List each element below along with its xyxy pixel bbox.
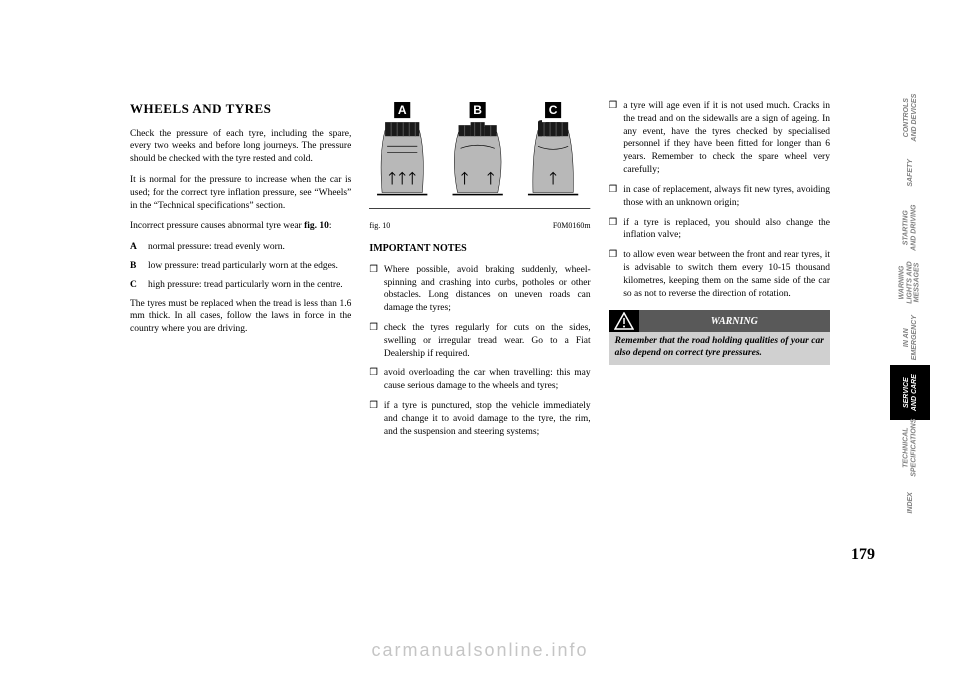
page-content: WHEELS AND TYRES Check the pressure of e… [130, 100, 830, 446]
tyre-diagram: A B C [369, 100, 590, 211]
text: to allow even wear between the front and… [623, 249, 830, 300]
tab-safety[interactable]: SAFETY [890, 145, 930, 200]
figure-caption: fig. 10 F0M0160m [369, 221, 590, 232]
bullet-item: ❒a tyre will age even if it is not used … [609, 100, 830, 177]
bullet-icon: ❒ [369, 400, 378, 438]
tab-controls[interactable]: CONTROLSAND DEVICES [890, 90, 930, 145]
figure-10: A B C [369, 100, 590, 215]
svg-text:C: C [549, 103, 558, 117]
bullet-item: ❒in case of replacement, always fit new … [609, 184, 830, 210]
column-3: ❒a tyre will age even if it is not used … [609, 100, 830, 446]
important-notes-heading: IMPORTANT NOTES [369, 242, 590, 256]
warning-header: WARNING [609, 310, 830, 332]
warning-body: Remember that the road holding qualities… [609, 332, 830, 365]
text: normal pressure: tread evenly worn. [148, 241, 285, 254]
bullet-icon: ❒ [609, 100, 618, 177]
label-b: B [130, 260, 142, 273]
warning-icon [609, 310, 639, 332]
bullet-icon: ❒ [369, 264, 378, 315]
bullet-icon: ❒ [369, 367, 378, 393]
text: high pressure: tread particularly worn i… [148, 279, 343, 292]
text: Where possible, avoid braking suddenly, … [384, 264, 591, 315]
svg-text:B: B [474, 103, 483, 117]
paragraph: It is normal for the pressure to increas… [130, 174, 351, 212]
bullet-icon: ❒ [609, 249, 618, 300]
text: a tyre will age even if it is not used m… [623, 100, 830, 177]
tab-emergency[interactable]: IN ANEMERGENCY [890, 310, 930, 365]
bullet-icon: ❒ [369, 322, 378, 360]
tab-technical[interactable]: TECHNICALSPECIFICATIONS [890, 420, 930, 475]
bullet-item: ❒to allow even wear between the front an… [609, 249, 830, 300]
list-item-c: C high pressure: tread particularly worn… [130, 279, 351, 292]
tab-index[interactable]: INDEX [890, 475, 930, 530]
text: if a tyre is replaced, you should also c… [623, 217, 830, 243]
bullet-icon: ❒ [609, 217, 618, 243]
sidebar-tabs: CONTROLSAND DEVICES SAFETY STARTINGAND D… [890, 90, 930, 530]
text: in case of replacement, always fit new t… [623, 184, 830, 210]
paragraph: Check the pressure of each tyre, includi… [130, 128, 351, 166]
page-number: 179 [851, 546, 875, 564]
warning-title: WARNING [639, 310, 830, 332]
bullet-item: ❒avoid overloading the car when travelli… [369, 367, 590, 393]
bullet-item: ❒if a tyre is punctured, stop the vehicl… [369, 400, 590, 438]
fig-number: fig. 10 [369, 221, 390, 232]
text: low pressure: tread particularly worn at… [148, 260, 338, 273]
column-1: WHEELS AND TYRES Check the pressure of e… [130, 100, 351, 446]
tab-warning-lights[interactable]: WARNINGLIGHTS ANDMESSAGES [890, 255, 930, 310]
svg-text:A: A [398, 103, 407, 117]
warning-box: WARNING Remember that the road holding q… [609, 310, 830, 365]
bullet-item: ❒Where possible, avoid braking suddenly,… [369, 264, 590, 315]
list-item-a: A normal pressure: tread evenly worn. [130, 241, 351, 254]
label-a: A [130, 241, 142, 254]
bullet-item: ❒check the tyres regularly for cuts on t… [369, 322, 590, 360]
bullet-item: ❒if a tyre is replaced, you should also … [609, 217, 830, 243]
tab-starting[interactable]: STARTINGAND DRIVING [890, 200, 930, 255]
text: Incorrect pressure causes abnormal tyre … [130, 221, 304, 231]
watermark: carmanualsonline.info [371, 640, 588, 661]
paragraph: Incorrect pressure causes abnormal tyre … [130, 220, 351, 233]
text: if a tyre is punctured, stop the vehicle… [384, 400, 591, 438]
text: check the tyres regularly for cuts on th… [384, 322, 591, 360]
paragraph: The tyres must be replaced when the trea… [130, 298, 351, 336]
column-2: A B C [369, 100, 590, 446]
fig-code: F0M0160m [553, 221, 591, 232]
label-c: C [130, 279, 142, 292]
section-heading: WHEELS AND TYRES [130, 100, 351, 118]
fig-ref: fig. 10 [304, 221, 329, 231]
list-item-b: B low pressure: tread particularly worn … [130, 260, 351, 273]
text: : [329, 221, 332, 231]
tab-service[interactable]: SERVICEAND CARE [890, 365, 930, 420]
bullet-icon: ❒ [609, 184, 618, 210]
text: avoid overloading the car when travellin… [384, 367, 591, 393]
